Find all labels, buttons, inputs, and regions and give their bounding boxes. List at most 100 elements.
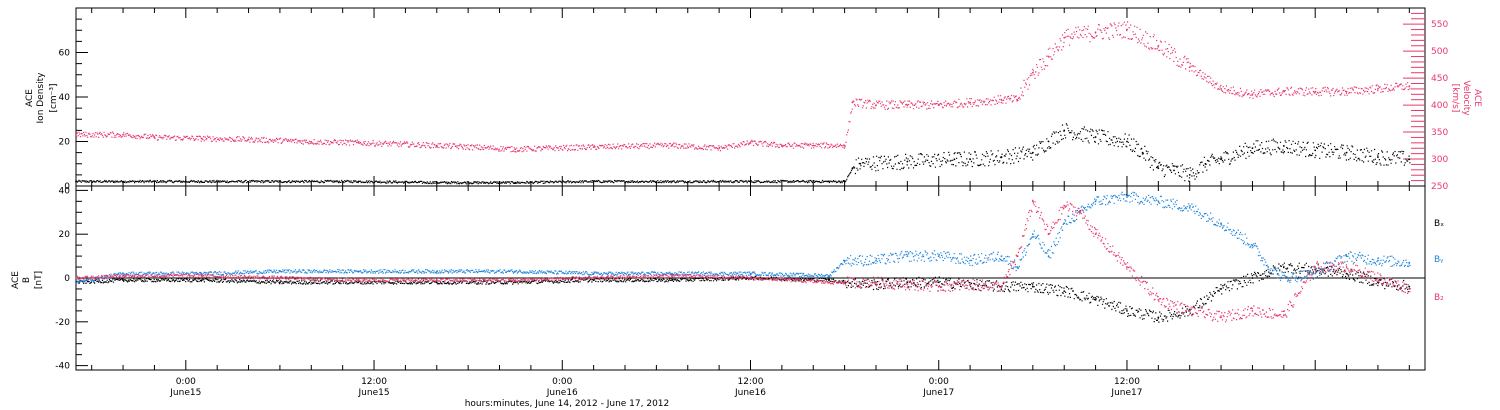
data-point xyxy=(1188,309,1191,312)
data-point xyxy=(1173,169,1175,172)
data-point xyxy=(937,281,940,284)
data-point xyxy=(1047,233,1050,236)
data-point xyxy=(1094,200,1097,203)
series-by xyxy=(75,191,1411,284)
data-point xyxy=(1031,233,1034,236)
data-point xyxy=(671,272,673,275)
data-point xyxy=(1157,167,1160,170)
data-point xyxy=(749,141,752,144)
data-point xyxy=(937,255,940,257)
velocity-tick-label: 300 xyxy=(1431,155,1448,165)
data-point xyxy=(937,104,940,106)
data-point xyxy=(592,277,595,279)
data-point xyxy=(514,181,517,184)
data-point xyxy=(1345,255,1348,257)
date-tick-label: June17 xyxy=(1110,388,1142,398)
data-point xyxy=(122,274,124,277)
bfield-tick-label: 40 xyxy=(59,186,71,196)
data-point xyxy=(749,180,752,183)
data-point xyxy=(1314,266,1317,268)
data-point xyxy=(828,274,830,277)
data-point xyxy=(1408,85,1411,88)
data-point xyxy=(1282,145,1285,147)
data-point xyxy=(1377,88,1379,90)
data-point xyxy=(969,101,972,104)
data-point xyxy=(200,180,203,183)
data-point xyxy=(1282,314,1285,317)
data-point xyxy=(1377,156,1379,158)
data-point xyxy=(357,141,360,144)
data-point xyxy=(828,180,830,183)
data-point xyxy=(1251,277,1254,279)
data-point xyxy=(1282,90,1285,93)
data-point xyxy=(843,180,846,183)
data-point xyxy=(1094,31,1097,34)
data-point xyxy=(1282,266,1285,268)
time-tick-label: 12:00 xyxy=(1114,377,1140,387)
velocity-ylabel-line2: Velocity xyxy=(1461,80,1471,116)
legend-by: Bᵧ xyxy=(1434,255,1444,265)
data-point xyxy=(851,101,854,104)
series-series-1 xyxy=(75,21,1411,153)
density-velocity-panel: 0 20 40 60 250 300 350 400 450 500 550 ACE Ion De… xyxy=(25,7,1482,192)
data-point xyxy=(1204,162,1207,165)
data-point xyxy=(1016,266,1019,268)
data-point xyxy=(843,144,846,147)
data-point xyxy=(1345,90,1348,93)
time-tick-label: 0:00 xyxy=(552,377,572,387)
data-point xyxy=(153,136,156,139)
data-point xyxy=(1047,55,1050,58)
data-point xyxy=(969,259,972,262)
data-point xyxy=(953,158,956,161)
data-point xyxy=(1377,281,1379,284)
x-axis-title: hours:minutes, June 14, 2012 - June 17, … xyxy=(465,399,670,409)
data-point xyxy=(1251,147,1254,150)
data-point xyxy=(1220,158,1222,161)
data-point xyxy=(1345,266,1348,268)
density-ylabel-line1: ACE xyxy=(25,89,35,107)
data-point xyxy=(357,279,360,282)
data-point xyxy=(1188,173,1191,176)
velocity-tick-label: 400 xyxy=(1431,101,1448,111)
top-x-axis xyxy=(91,8,1410,186)
series-points xyxy=(76,191,1411,284)
data-point xyxy=(1345,151,1348,154)
data-point xyxy=(592,279,595,282)
legend-bx: Bₓ xyxy=(1434,219,1444,229)
data-point xyxy=(1063,222,1066,225)
date-tick-label: June16 xyxy=(546,388,578,398)
bfield-ylabel-line2: B xyxy=(22,277,32,283)
data-point xyxy=(310,140,313,143)
data-point xyxy=(514,279,517,282)
data-point xyxy=(1094,136,1097,138)
data-point xyxy=(1157,316,1160,319)
data-point xyxy=(200,274,203,277)
data-point xyxy=(1016,98,1019,101)
data-point xyxy=(1016,255,1019,257)
data-point xyxy=(514,270,517,273)
top-panel-frame xyxy=(75,7,1426,187)
series-series-0 xyxy=(75,123,1411,185)
data-point xyxy=(279,180,281,183)
data-point xyxy=(279,277,281,279)
data-point xyxy=(122,180,124,183)
data-point xyxy=(1408,285,1411,288)
data-point xyxy=(1267,266,1270,268)
time-axis-labels: 0:00June1512:00June150:00June1612:00June… xyxy=(169,377,1142,398)
data-point xyxy=(200,137,203,140)
data-point xyxy=(1220,288,1222,290)
data-point xyxy=(749,277,752,279)
data-point xyxy=(1031,285,1034,288)
legend-bz: B₂ xyxy=(1434,293,1444,303)
data-point xyxy=(1220,222,1222,225)
data-point xyxy=(906,104,909,106)
data-point xyxy=(875,104,877,106)
data-point xyxy=(851,167,854,170)
velocity-tick-label: 450 xyxy=(1431,74,1448,84)
top-series-group xyxy=(75,21,1411,185)
data-point xyxy=(1188,207,1191,209)
data-point xyxy=(1126,266,1128,268)
time-tick-label: 0:00 xyxy=(929,377,949,387)
velocity-tick-label: 350 xyxy=(1431,128,1448,138)
density-ylabel-line3: [cm⁻³] xyxy=(49,83,59,112)
